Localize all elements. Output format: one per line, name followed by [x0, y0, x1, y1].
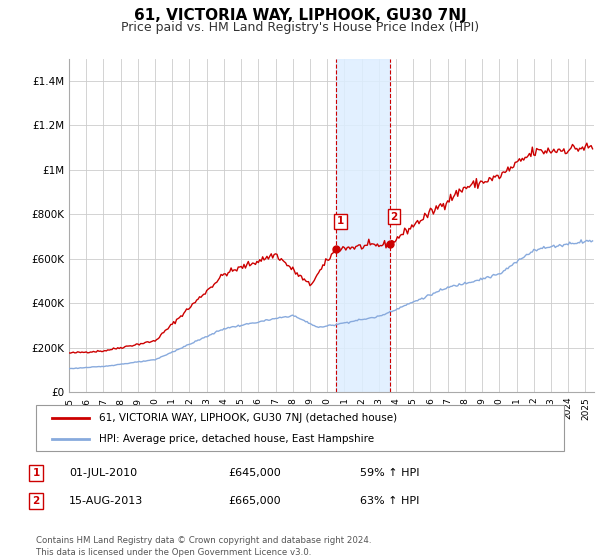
Text: 2: 2	[32, 496, 40, 506]
Text: 61, VICTORIA WAY, LIPHOOK, GU30 7NJ (detached house): 61, VICTORIA WAY, LIPHOOK, GU30 7NJ (det…	[100, 413, 397, 423]
FancyBboxPatch shape	[36, 405, 564, 451]
Text: 61, VICTORIA WAY, LIPHOOK, GU30 7NJ: 61, VICTORIA WAY, LIPHOOK, GU30 7NJ	[134, 8, 466, 24]
Text: 63% ↑ HPI: 63% ↑ HPI	[360, 496, 419, 506]
Text: 1: 1	[337, 216, 344, 226]
Bar	[336, 59, 389, 392]
Text: 1: 1	[32, 468, 40, 478]
Text: £645,000: £645,000	[228, 468, 281, 478]
Text: Contains HM Land Registry data © Crown copyright and database right 2024.
This d: Contains HM Land Registry data © Crown c…	[36, 536, 371, 557]
Text: £665,000: £665,000	[228, 496, 281, 506]
Text: HPI: Average price, detached house, East Hampshire: HPI: Average price, detached house, East…	[100, 435, 374, 444]
Text: 2: 2	[391, 212, 398, 222]
Text: 15-AUG-2013: 15-AUG-2013	[69, 496, 143, 506]
Text: Price paid vs. HM Land Registry's House Price Index (HPI): Price paid vs. HM Land Registry's House …	[121, 21, 479, 34]
Text: 01-JUL-2010: 01-JUL-2010	[69, 468, 137, 478]
Text: 59% ↑ HPI: 59% ↑ HPI	[360, 468, 419, 478]
